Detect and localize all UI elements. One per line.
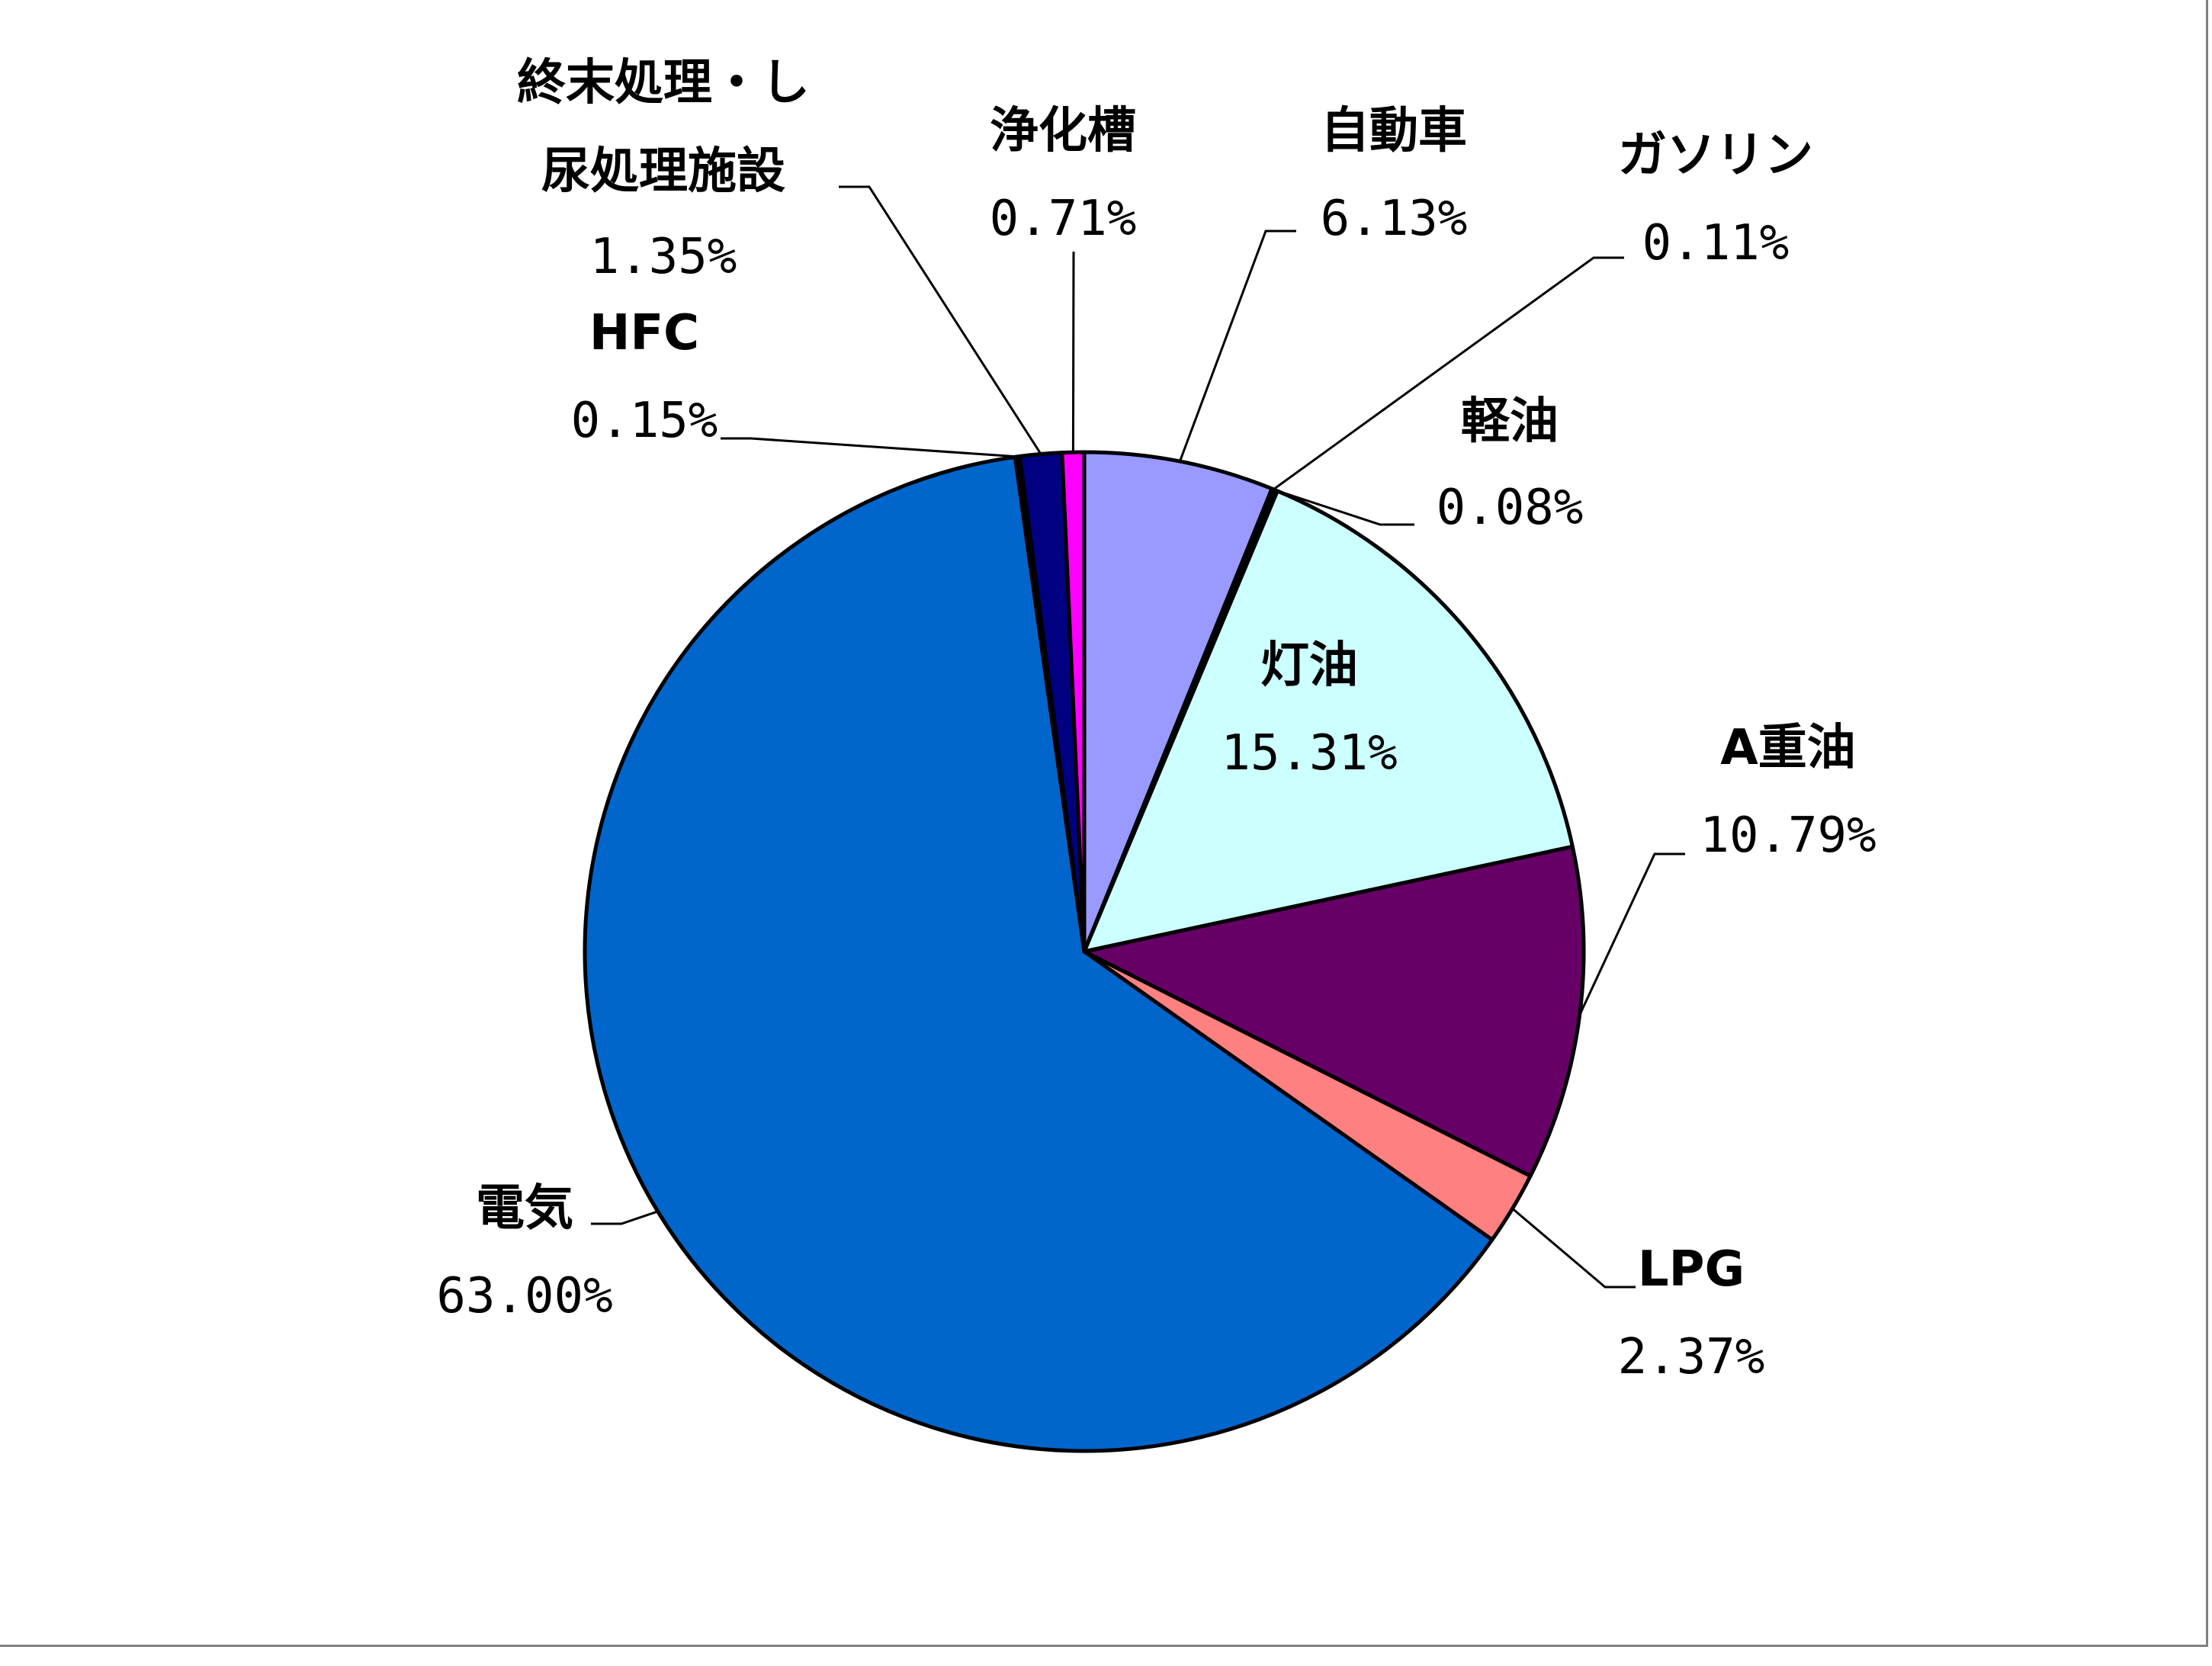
label-gasoline-value: 0.11% (1642, 215, 1790, 271)
label-jidousha-value: 6.13% (1321, 191, 1468, 247)
leader-line-1 (1273, 256, 1624, 491)
label-lpg-name: LPG (1638, 1241, 1745, 1298)
label-gasoline-name: ガソリン (1618, 127, 1813, 184)
label-hfc-name: HFC (589, 305, 699, 361)
pie-slice-3 (1082, 489, 1575, 954)
label-shumatsu-value: 1.35% (590, 229, 737, 285)
label-hfc-value: 0.15% (571, 393, 718, 449)
pie-slice-0 (1082, 450, 1274, 954)
label-shumatsu-name-line1: 終末処理・し (517, 55, 810, 111)
leader-line-4 (1578, 852, 1685, 1016)
label-denki-name: 電気 (476, 1180, 573, 1237)
label-joukasou-value: 0.71% (990, 191, 1137, 247)
leader-lines (591, 185, 1685, 1289)
label-a-juuyu-value: 10.79% (1700, 807, 1876, 864)
label-touyu-value: 15.31% (1221, 725, 1397, 782)
label-lpg-value: 2.37% (1618, 1329, 1765, 1385)
label-shumatsu-name-line2: 尿処理施設 (541, 143, 785, 200)
pie-slices (583, 450, 1586, 1453)
label-denki-value: 63.00% (436, 1268, 612, 1324)
leader-line-7 (721, 437, 1018, 458)
leader-line-0 (1178, 230, 1296, 462)
label-joukasou-name: 浄化槽 (990, 103, 1136, 159)
leader-line-9 (1071, 251, 1075, 453)
label-keiyu-value: 0.08% (1437, 480, 1584, 536)
pie-slice-4 (1082, 844, 1586, 1178)
label-jidousha-name: 自動車 (1321, 103, 1467, 159)
leader-line-8 (839, 185, 1042, 455)
label-touyu-name: 灯油 (1260, 637, 1358, 694)
leader-line-5 (1511, 1207, 1636, 1289)
label-keiyu-name: 軽油 (1461, 393, 1559, 450)
label-a-juuyu-name: A重油 (1720, 720, 1856, 776)
leader-line-6 (591, 1210, 659, 1225)
leader-line-2 (1276, 489, 1414, 526)
